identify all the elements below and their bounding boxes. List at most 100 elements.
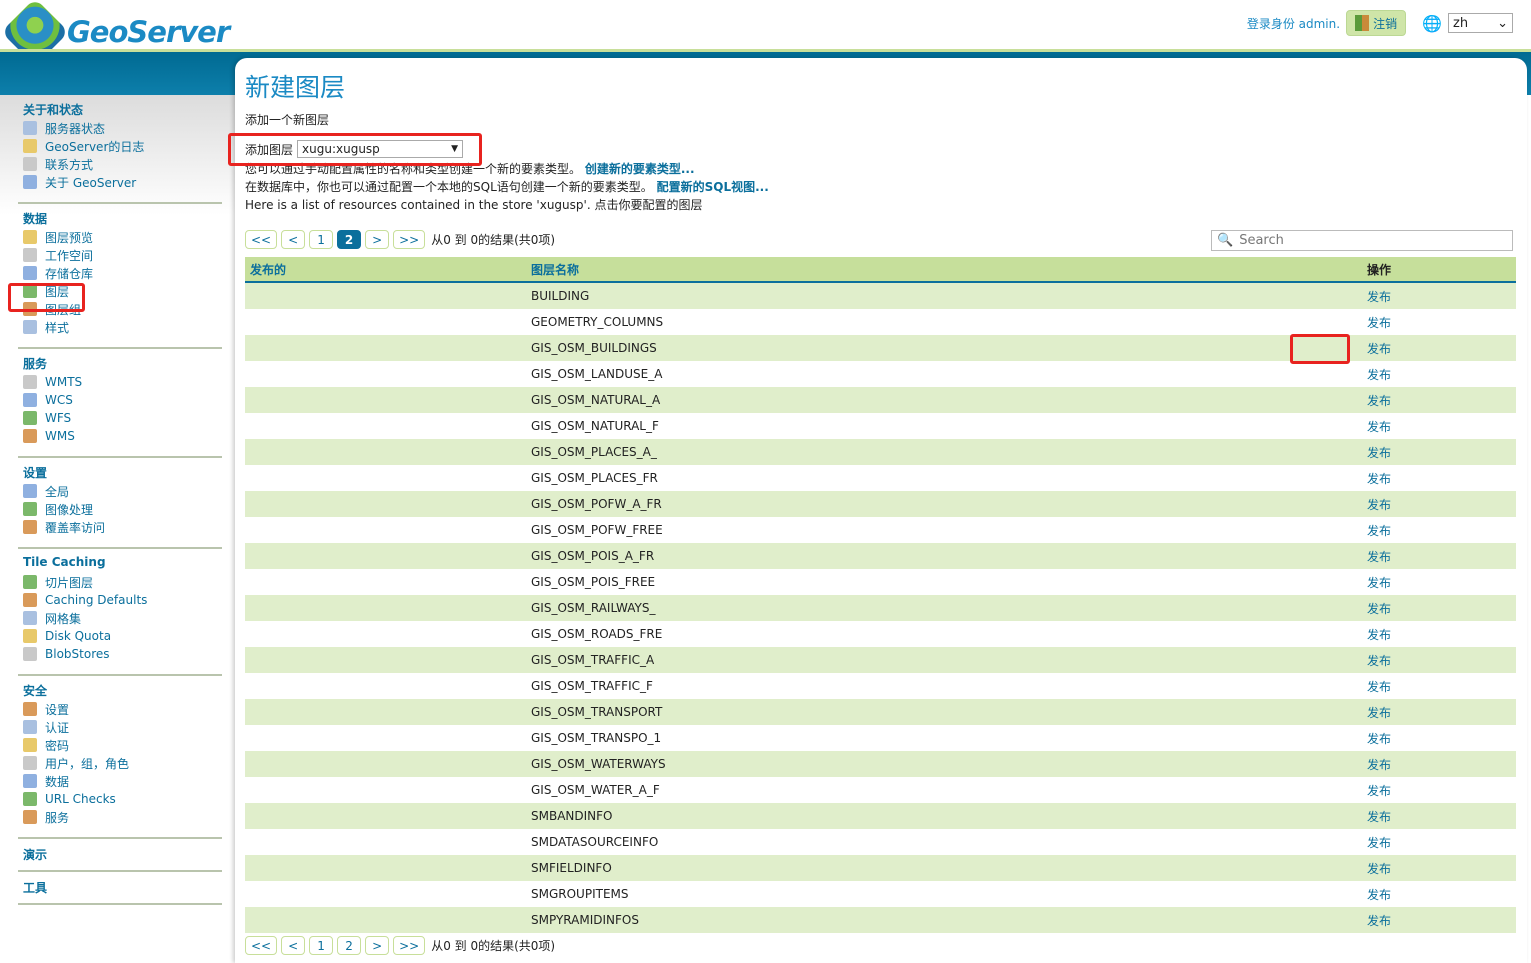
sidebar-section: 设置 全局 图像处理 覆盖率访问 [18,464,222,549]
search-icon: 🔍 [1217,233,1234,248]
publish-link[interactable]: 发布 [1366,575,1391,590]
menu-item-icon [23,484,37,498]
publish-link[interactable]: 发布 [1366,315,1391,330]
sidebar-item[interactable]: 图层预览 [23,228,222,246]
sidebar-item[interactable]: 全局 [23,482,222,500]
sidebar [0,95,235,963]
header-published[interactable]: 发布的 [250,262,287,277]
header-divider [0,49,1531,52]
menu-item-icon [23,175,37,189]
publish-link[interactable]: 发布 [1366,705,1391,720]
sidebar-item[interactable]: 网格集 [23,609,222,627]
publish-link[interactable]: 发布 [1366,523,1391,538]
door-icon [1355,15,1370,31]
last-page-button[interactable]: >> [393,936,426,955]
table-row: GIS_OSM_LANDUSE_A 发布 [245,361,1516,387]
sidebar-section: 工具 [18,879,222,905]
table-row: GIS_OSM_NATURAL_A 发布 [245,387,1516,413]
sidebar-item[interactable]: WCS [23,391,222,409]
publish-link[interactable]: 发布 [1366,627,1391,642]
sidebar-section-title[interactable]: 演示 [23,848,48,862]
highlight-publish-link [1290,334,1350,364]
page-subtitle: 添加一个新图层 [245,113,330,127]
sidebar-item[interactable]: 认证 [23,718,222,736]
sidebar-item[interactable]: 联系方式 [23,155,222,173]
publish-link[interactable]: 发布 [1366,861,1391,876]
table-row: GEOMETRY_COLUMNS 发布 [245,309,1516,335]
configure-sql-view-link[interactable]: 配置新的SQL视图... [656,180,769,194]
first-page-button[interactable]: << [245,936,278,955]
next-page-button[interactable]: > [365,230,390,249]
menu-item-icon [23,810,37,824]
page-2-button[interactable]: 2 [337,936,362,955]
sidebar-item[interactable]: WMS [23,427,222,445]
search-input[interactable]: 🔍 Search [1211,230,1513,251]
publish-link[interactable]: 发布 [1366,601,1391,616]
store-select[interactable]: xugu:xugusp ▼ [297,140,464,158]
sidebar-item[interactable]: Disk Quota [23,627,222,645]
first-page-button[interactable]: << [245,230,278,249]
sidebar-item[interactable]: 设置 [23,700,222,718]
prev-page-button[interactable]: < [281,936,306,955]
publish-link[interactable]: 发布 [1366,367,1391,382]
publish-link[interactable]: 发布 [1366,757,1391,772]
sidebar-item[interactable]: 样式 [23,318,222,336]
sidebar-item[interactable]: 数据 [23,772,222,790]
publish-link[interactable]: 发布 [1366,783,1391,798]
dropdown-arrow-icon: ▼ [451,144,459,154]
publish-link[interactable]: 发布 [1366,835,1391,850]
sidebar-item[interactable]: 服务 [23,808,222,826]
sidebar-item[interactable]: WFS [23,409,222,427]
publish-link[interactable]: 发布 [1366,653,1391,668]
menu-item-icon [23,320,37,334]
layer-name: GIS_OSM_NATURAL_A [531,393,661,407]
sidebar-item[interactable]: 工作空间 [23,246,222,264]
sidebar-section-title[interactable]: 工具 [23,881,48,895]
publish-link[interactable]: 发布 [1366,887,1391,902]
publish-link[interactable]: 发布 [1366,913,1391,928]
sidebar-item[interactable]: URL Checks [23,790,222,808]
page-1-button[interactable]: 1 [309,230,334,249]
menu-item-icon [23,720,37,734]
next-page-button[interactable]: > [365,936,390,955]
sidebar-item[interactable]: WMTS [23,373,222,391]
publish-link[interactable]: 发布 [1366,445,1391,460]
pager-bottom: << < 1 2 > >> 从0 到 0的结果(共0项) [245,936,555,955]
publish-link[interactable]: 发布 [1366,289,1391,304]
geoserver-logo[interactable]: GeoServer [1,0,230,66]
sidebar-item[interactable]: 切片图层 [23,573,222,591]
menu-item-icon [23,702,37,716]
sidebar-item[interactable]: 图像处理 [23,500,222,518]
sidebar-item[interactable]: BlobStores [23,645,222,663]
publish-link[interactable]: 发布 [1366,731,1391,746]
sidebar-item[interactable]: 覆盖率访问 [23,518,222,536]
publish-link[interactable]: 发布 [1366,497,1391,512]
publish-link[interactable]: 发布 [1366,341,1391,356]
publish-link[interactable]: 发布 [1366,419,1391,434]
publish-link[interactable]: 发布 [1366,393,1391,408]
sidebar-section: 数据 图层预览 工作空间 存储仓库 图层 图层组 样式 [18,210,222,349]
create-feature-type-link[interactable]: 创建新的要素类型... [584,162,695,176]
sidebar-item[interactable]: 关于 GeoServer [23,173,222,191]
publish-link[interactable]: 发布 [1366,471,1391,486]
publish-link[interactable]: 发布 [1366,809,1391,824]
menu-item-icon [23,774,37,788]
sidebar-item[interactable]: 图层 [23,282,222,300]
prev-page-button[interactable]: < [281,230,306,249]
sidebar-item[interactable]: GeoServer的日志 [23,137,222,155]
language-select[interactable]: zh ⌄ [1448,13,1513,33]
publish-link[interactable]: 发布 [1366,679,1391,694]
page-2-button[interactable]: 2 [337,230,362,249]
last-page-button[interactable]: >> [393,230,426,249]
sidebar-item[interactable]: 服务器状态 [23,119,222,137]
publish-link[interactable]: 发布 [1366,549,1391,564]
menu-item-icon [23,284,37,298]
sidebar-item[interactable]: 用户，组，角色 [23,754,222,772]
logout-button[interactable]: 注销 [1346,10,1407,36]
sidebar-item[interactable]: 存储仓库 [23,264,222,282]
sidebar-item[interactable]: 密码 [23,736,222,754]
header-layer-name[interactable]: 图层名称 [531,262,580,277]
sidebar-item[interactable]: Caching Defaults [23,591,222,609]
menu-item-icon [23,647,37,661]
page-1-button[interactable]: 1 [309,936,334,955]
